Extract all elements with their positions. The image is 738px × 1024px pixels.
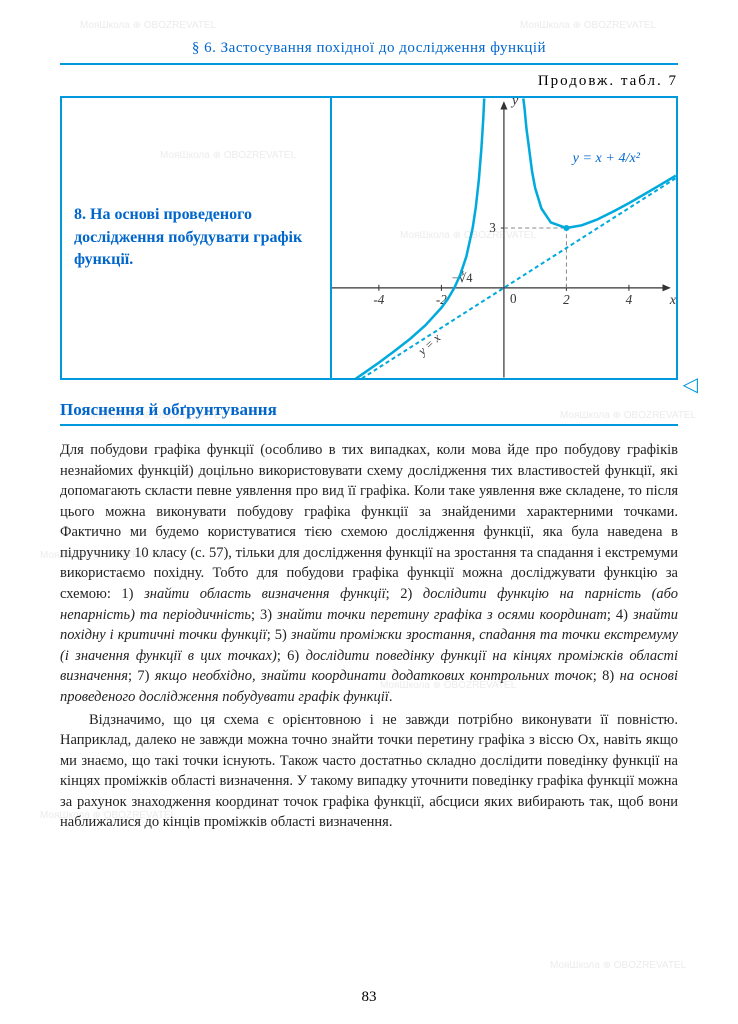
page-number: 83 — [0, 989, 738, 1006]
text-italic: знайти область визначення функції — [144, 586, 386, 602]
svg-text:-4: -4 — [374, 292, 385, 307]
text-run: ; 8) — [593, 668, 620, 684]
section-end-marker-icon: ◁ — [683, 372, 698, 397]
svg-text:y = x: y = x — [414, 330, 444, 359]
svg-text:2: 2 — [563, 292, 570, 307]
svg-text:y = x + 4/x²: y = x + 4/x² — [571, 150, 641, 166]
svg-text:-2: -2 — [436, 292, 447, 307]
text-run: Для побудови графіка функції (особливо в… — [60, 442, 678, 602]
figure-graph-cell: -4-22430xy−∛4y = xy = x + 4/x² — [332, 98, 676, 378]
svg-text:x: x — [669, 292, 676, 308]
watermark-text: МояШкола ⊕ OBOZREVATEL — [80, 20, 216, 31]
svg-text:y: y — [510, 98, 519, 109]
table-continuation-caption: Продовж. табл. 7 — [60, 73, 678, 90]
text-run: . — [389, 689, 393, 705]
text-italic: знайти точки перетину графіка з осями ко… — [277, 607, 607, 623]
text-run: ; 3) — [251, 607, 277, 623]
step-text: 8. На основі проведеного дослідження поб… — [74, 204, 318, 271]
body-paragraph-1: Для побудови графіка функції (особливо в… — [60, 440, 678, 708]
watermark-text: МояШкола ⊕ OBOZREVATEL — [550, 960, 686, 971]
figure-table: 8. На основі проведеного дослідження поб… — [60, 96, 678, 380]
text-run: ; 6) — [277, 648, 306, 664]
watermark-text: МояШкола ⊕ OBOZREVATEL — [520, 20, 656, 31]
section-header: § 6. Застосування похідної до дослідженн… — [60, 40, 678, 65]
figure-step-cell: 8. На основі проведеного дослідження поб… — [62, 98, 332, 378]
text-run: ; 5) — [267, 627, 291, 643]
body-paragraph-2: Відзначимо, що ця схема є орієнтовною і … — [60, 710, 678, 833]
explanation-title: Пояснення й обґрунтування — [60, 400, 678, 426]
text-run: ; 4) — [607, 607, 633, 623]
text-run: ; 2) — [386, 586, 423, 602]
text-italic: якщо необхідно, знайти координати додатк… — [155, 668, 593, 684]
textbook-page: § 6. Застосування похідної до дослідженн… — [0, 0, 738, 1024]
text-run: ; 7) — [128, 668, 155, 684]
function-graph: -4-22430xy−∛4y = xy = x + 4/x² — [332, 98, 676, 378]
svg-text:4: 4 — [626, 292, 633, 307]
svg-text:3: 3 — [489, 220, 496, 235]
svg-text:0: 0 — [510, 291, 517, 306]
